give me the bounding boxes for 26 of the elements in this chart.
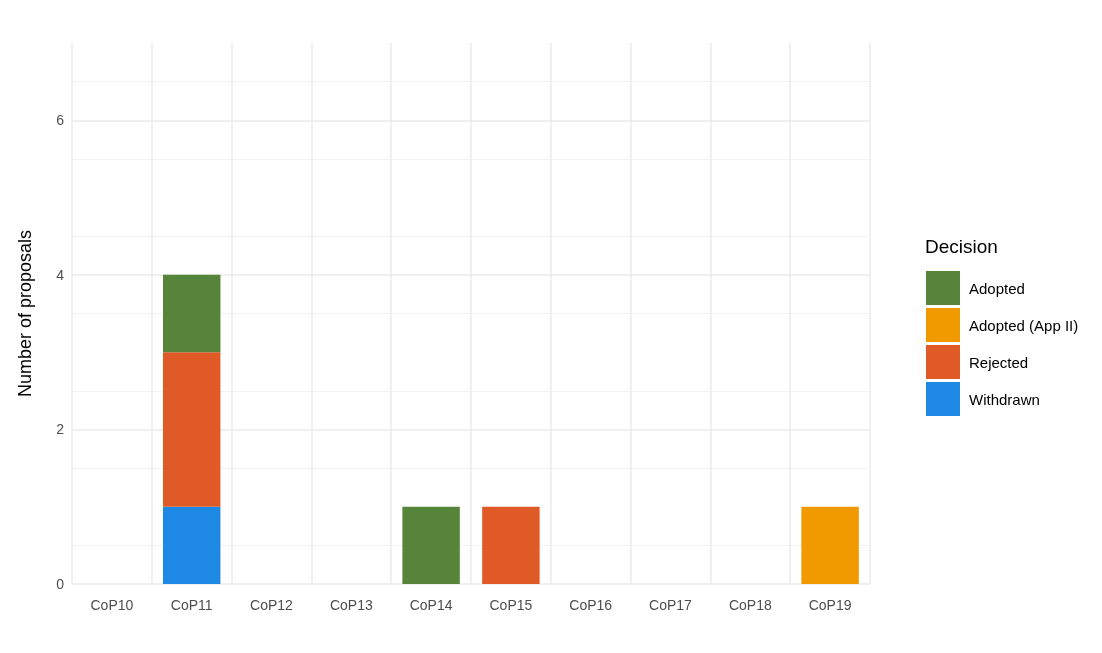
y-tick-label: 4	[56, 266, 65, 283]
legend-title: Decision	[925, 236, 998, 257]
bar	[402, 506, 460, 584]
x-tick-label: CoP19	[808, 597, 852, 613]
bar	[162, 274, 221, 353]
bar	[801, 506, 859, 584]
y-tick-label: 6	[56, 112, 65, 129]
x-tick-label: CoP14	[409, 597, 453, 613]
x-tick-label: CoP16	[569, 597, 613, 613]
x-tick-label: CoP11	[170, 597, 213, 613]
legend-label: Rejected	[969, 353, 1029, 371]
y-tick-label: 2	[56, 421, 65, 438]
x-tick-label: CoP10	[90, 597, 134, 613]
bar	[482, 506, 540, 584]
y-axis-title: Number of proposals	[15, 229, 35, 398]
legend-label: Withdrawn	[969, 390, 1040, 408]
x-tick-label: CoP17	[649, 597, 693, 613]
x-tick-label: CoP13	[329, 597, 373, 613]
x-tick-label: CoP15	[489, 597, 533, 613]
bar	[162, 506, 221, 584]
legend-label: Adopted	[969, 279, 1025, 297]
x-tick-label: CoP18	[728, 597, 772, 613]
legend-label: Adopted (App II)	[969, 316, 1079, 334]
x-tick-label: CoP12	[250, 597, 294, 613]
bar	[162, 352, 221, 507]
y-tick-label: 0	[56, 576, 65, 592]
